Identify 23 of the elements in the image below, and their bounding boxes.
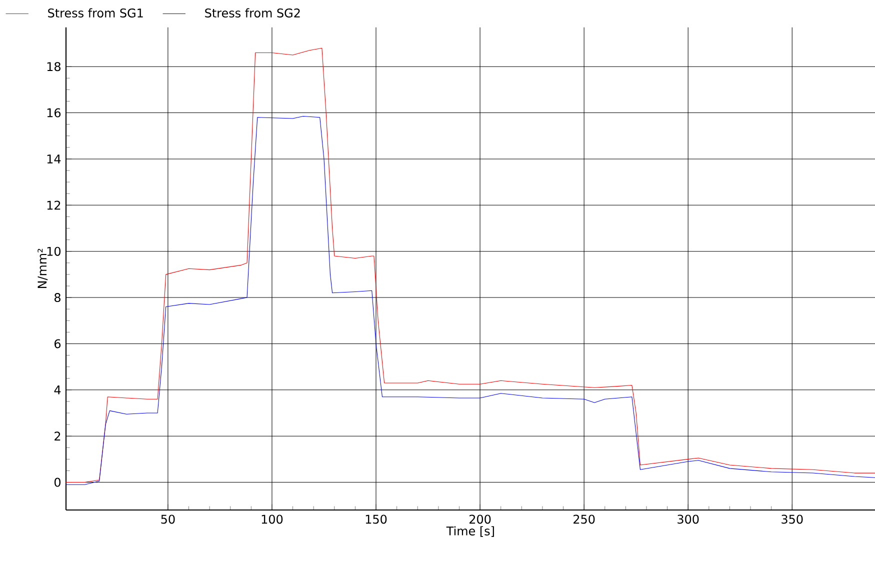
x-tick-label: 150 [366,514,387,524]
legend-label: Stress from SG1 [48,8,143,18]
line-series [66,116,875,485]
y-tick-label: 14 [47,154,61,164]
x-tick-label: 250 [574,514,595,524]
y-tick-label: 4 [54,386,61,394]
y-tick-label: 12 [47,200,60,210]
x-tick-label: 50 [161,514,175,524]
y-axis-title: N/mm² [38,248,48,288]
line-series [66,48,875,483]
y-tick-label: 2 [54,432,60,441]
x-tick-label: 200 [470,514,491,524]
y-tick-label: 0 [54,478,61,487]
y-tick-label: 8 [54,293,60,302]
y-tick-label: 18 [47,62,60,72]
y-tick-label: 6 [54,339,61,348]
x-tick-label: 350 [782,514,803,524]
y-tick-label: 10 [47,246,61,256]
x-tick-label: 300 [678,514,699,524]
x-tick-label: 100 [262,514,283,524]
legend-label: Stress from SG2 [205,8,300,18]
y-tick-label: 16 [47,108,61,118]
x-axis-title: Time [s] [446,526,494,537]
